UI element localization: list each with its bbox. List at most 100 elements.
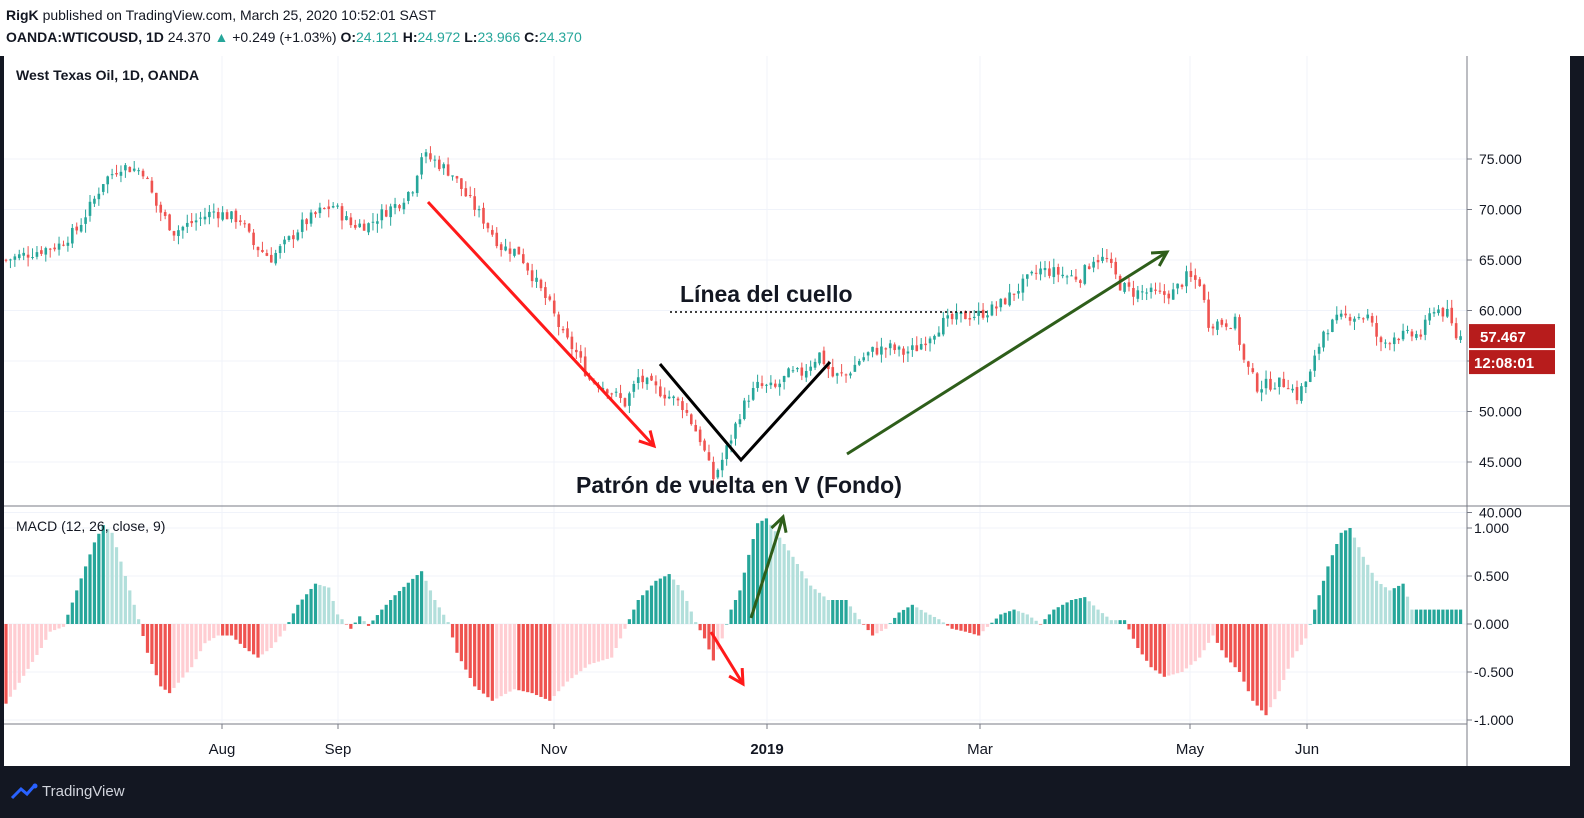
macd-bar	[362, 621, 366, 624]
macd-bar	[433, 600, 437, 624]
macd-bar	[1273, 624, 1277, 700]
candle-body	[66, 242, 70, 246]
macd-bar	[1428, 609, 1432, 624]
macd-bar	[1326, 566, 1330, 624]
candle-body	[345, 216, 348, 221]
macd-bar	[725, 624, 729, 625]
candle-body	[636, 377, 640, 383]
candle-body	[208, 211, 211, 218]
candle-body	[747, 400, 751, 402]
macd-bar	[278, 624, 282, 637]
macd-bar	[468, 624, 472, 678]
candle-body	[300, 219, 304, 232]
macd-bar	[959, 624, 963, 631]
macd-bar	[649, 585, 654, 624]
candle-body	[1269, 378, 1272, 390]
macd-bar	[442, 614, 446, 624]
candle-body	[1242, 344, 1246, 360]
macd-bar	[406, 582, 410, 624]
candle-body	[707, 452, 711, 461]
macd-bar	[1268, 624, 1273, 708]
chart-canvas[interactable]: 75.00070.00065.00060.00055.00050.00045.0…	[4, 56, 1570, 766]
candle-body	[734, 423, 737, 439]
macd-bar	[981, 624, 985, 632]
candle-body	[1048, 268, 1051, 276]
macd-bar	[1078, 598, 1082, 624]
candle-body	[420, 157, 423, 175]
candle-body	[194, 220, 198, 223]
candle-body	[495, 232, 499, 247]
macd-bar	[459, 624, 463, 662]
candle-body	[62, 244, 65, 246]
low-value: 23.966	[477, 29, 521, 45]
price-tick-label: 45.000	[1479, 454, 1522, 470]
macd-bar	[1339, 532, 1343, 624]
tradingview-logo[interactable]: TradingView	[8, 782, 125, 800]
candle-body	[1123, 282, 1126, 292]
countdown-tag	[1469, 350, 1555, 375]
candle-body	[460, 178, 463, 189]
candle-body	[437, 159, 441, 170]
candle-body	[137, 170, 140, 172]
author-name[interactable]: RigK	[6, 7, 39, 23]
macd-bar	[393, 595, 397, 624]
macd-bar	[163, 624, 167, 690]
candle-body	[1384, 342, 1387, 344]
candle-body	[1034, 272, 1038, 274]
candle-body	[1216, 321, 1219, 330]
candle-body	[1114, 261, 1118, 275]
macd-bar	[97, 533, 101, 624]
macd-bar	[1122, 620, 1127, 624]
macd-bar	[977, 624, 981, 636]
candle-body	[1247, 361, 1250, 367]
candle-body	[17, 254, 21, 259]
candle-body	[1096, 260, 1100, 263]
candle-body	[632, 384, 636, 392]
macd-bar	[243, 624, 247, 648]
candle-body	[628, 393, 631, 406]
candle-body	[1224, 323, 1228, 327]
candle-body	[1366, 314, 1370, 319]
macd-bar	[583, 624, 587, 668]
macd-bar	[1299, 624, 1304, 645]
candle-body	[941, 317, 945, 335]
price-chart-title: West Texas Oil, 1D, OANDA	[16, 67, 199, 83]
macd-down-arrow-head	[728, 667, 745, 687]
macd-bar	[1136, 624, 1140, 648]
macd-bar	[1034, 620, 1038, 624]
candle-body	[875, 347, 879, 355]
candle-body	[239, 220, 242, 222]
candle-body	[835, 373, 839, 376]
macd-bar	[534, 624, 539, 696]
macd-bar	[251, 624, 256, 655]
macd-bar	[322, 586, 326, 624]
macd-bar	[826, 600, 830, 624]
macd-bar	[751, 539, 755, 624]
countdown-tag-text: 12:08:01	[1474, 355, 1534, 372]
macd-bar	[1405, 596, 1410, 624]
candle-body	[265, 253, 269, 256]
macd-bar	[592, 624, 596, 663]
macd-bar	[1251, 624, 1255, 701]
macd-bar	[1184, 624, 1189, 669]
macd-bar	[831, 600, 835, 624]
candle-body	[1410, 331, 1414, 337]
macd-bar	[680, 590, 685, 624]
candle-body	[1278, 377, 1281, 387]
candle-body	[455, 176, 459, 179]
candle-body	[1437, 309, 1440, 314]
macd-bar	[809, 585, 813, 624]
macd-bar	[17, 624, 21, 683]
ohlc-line: OANDA:WTICOUSD, 1D 24.370 ▲ +0.249 (+1.0…	[6, 29, 582, 45]
macd-bar	[1220, 624, 1224, 651]
chart-panel[interactable]: 75.00070.00065.00060.00055.00050.00045.0…	[4, 56, 1570, 766]
candle-body	[1043, 267, 1047, 271]
candle-body	[1335, 314, 1339, 321]
candle-body	[1238, 317, 1241, 345]
candle-body	[234, 210, 238, 223]
candle-body	[132, 168, 136, 171]
candle-body	[672, 396, 675, 399]
macd-bar	[380, 609, 384, 624]
candle-body	[1459, 336, 1462, 340]
macd-bar	[941, 622, 945, 624]
